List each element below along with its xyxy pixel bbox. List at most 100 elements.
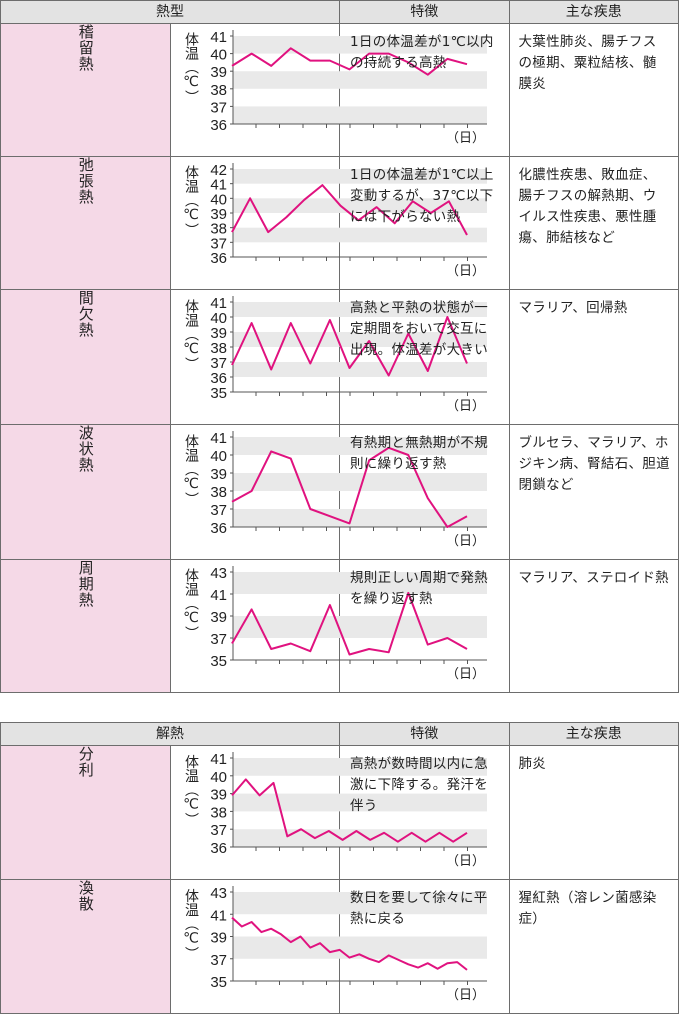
x-axis-unit: （日）	[445, 131, 484, 146]
y-tick-label: 36	[210, 370, 227, 387]
y-axis-label: 体温（℃）	[183, 434, 199, 506]
y-axis-label: 体温（℃）	[183, 568, 199, 640]
y-tick-label: 37	[210, 822, 227, 839]
y-tick-label: 41	[210, 751, 227, 768]
grid-band	[232, 758, 487, 776]
temperature-line	[231, 446, 467, 528]
table-row: 分利 41 40 39 38 37 36 体温（℃） （日） 高熱が数時間以内に急激に下降する…	[0, 745, 679, 880]
x-axis-unit: （日）	[445, 988, 484, 1003]
y-tick-label: 36	[210, 117, 227, 134]
grid-band	[232, 892, 487, 915]
y-tick-label: 40	[210, 47, 227, 64]
y-tick-label: 41	[210, 907, 227, 924]
temperature-line	[230, 778, 468, 843]
y-tick-label: 36	[210, 840, 227, 857]
y-tick-label: 41	[210, 29, 227, 46]
y-tick-label: 39	[210, 325, 227, 342]
grid-band	[232, 829, 487, 847]
y-tick-label: 37	[210, 631, 227, 648]
grid-band	[232, 793, 487, 812]
grid-band	[232, 509, 487, 527]
grid-band	[232, 302, 487, 317]
y-tick-label: 38	[210, 340, 227, 357]
y-tick-label: 40	[210, 769, 227, 786]
x-axis-unit: （日）	[445, 534, 484, 549]
y-tick-label: 39	[210, 206, 227, 223]
grid-band	[232, 71, 487, 89]
table-row: 周期熱 43 41 39 37 35 体温（℃） （日） 規則正しい周期で発熱を繰り返す熱 …	[0, 559, 679, 693]
y-tick-label: 41	[210, 295, 227, 312]
y-tick-label: 41	[210, 430, 227, 447]
y-tick-label: 37	[210, 235, 227, 252]
row-label: 渙散	[0, 879, 171, 1014]
table-row: 稽留熱 41 40 39 38 37 36 体温（℃） （日） 1日の体温差が1℃以内の持続す…	[0, 23, 679, 157]
y-tick-label: 36	[210, 250, 227, 267]
y-tick-label: 37	[210, 502, 227, 519]
row-label: 稽留熱	[0, 23, 171, 157]
disease-cell: 大葉性肺炎、腸チフスの極期、粟粒結核、髄膜炎	[508, 23, 679, 157]
header-diseases: 主な疾患	[508, 0, 679, 24]
grid-band	[232, 437, 487, 455]
temperature-line	[230, 916, 468, 971]
disease-cell: 猩紅熱（溶レン菌感染症）	[508, 879, 679, 1014]
y-tick-label: 39	[210, 609, 227, 626]
temperature-chart: 42 41 40 39 38 37 36 体温（℃） （日）	[169, 156, 487, 290]
y-tick-label: 38	[210, 82, 227, 99]
grid-band	[232, 572, 487, 594]
y-tick-label: 43	[210, 565, 227, 582]
header-feature: 特徴	[339, 722, 510, 746]
x-axis-unit: （日）	[445, 264, 484, 279]
y-tick-label: 39	[210, 466, 227, 483]
y-tick-label: 41	[210, 177, 227, 194]
x-axis-unit: （日）	[445, 854, 484, 869]
y-tick-label: 42	[210, 162, 227, 179]
row-label: 波状熱	[0, 424, 171, 560]
disease-cell: マラリア、ステロイド熱	[508, 559, 679, 693]
temperature-chart: 41 40 39 38 37 36 35 体温（℃） （日）	[169, 289, 487, 425]
disease-cell: ブルセラ、マラリア、ホジキン病、腎結石、胆道閉鎖など	[508, 424, 679, 560]
table-row: 波状熱 41 40 39 38 37 36 体温（℃） （日） 有熱期と無熱期が不規則に繰り返…	[0, 424, 679, 560]
y-tick-label: 38	[210, 804, 227, 821]
fever-chart: 43 41 39 37 35 体温（℃） （日）	[183, 885, 487, 1003]
y-tick-label: 38	[210, 221, 227, 238]
header-row: 熱型 特徴 主な疾患	[0, 0, 679, 24]
temperature-chart: 41 40 39 38 37 36 体温（℃） （日）	[169, 745, 487, 880]
grid-band	[232, 106, 487, 124]
disease-cell: マラリア、回帰熱	[508, 289, 679, 425]
header-feature: 特徴	[339, 0, 510, 24]
grid-band	[232, 227, 487, 243]
temperature-line	[230, 591, 467, 656]
disease-cell: 肺炎	[508, 745, 679, 880]
row-label: 周期熱	[0, 559, 171, 693]
y-tick-label: 40	[210, 448, 227, 465]
y-tick-label: 37	[210, 99, 227, 116]
fever-type-table: 熱型 特徴 主な疾患 稽留熱 41 40 39 38 37 36 体温（℃） （日） 1日の体…	[0, 0, 679, 693]
header-defervescence: 解熱	[0, 722, 340, 746]
fever-chart: 43 41 39 37 35 体温（℃） （日）	[183, 565, 487, 682]
grid-band	[232, 936, 487, 959]
y-axis-label: 体温（℃）	[183, 299, 199, 371]
y-tick-label: 39	[210, 787, 227, 804]
x-axis-unit: （日）	[445, 667, 484, 682]
y-tick-label: 37	[210, 355, 227, 372]
y-axis-label: 体温（℃）	[183, 755, 199, 827]
disease-cell: 化膿性疾患、敗血症、腸チフスの解熱期、ウイルス性疾患、悪性腫瘍、肺結核など	[508, 156, 679, 290]
y-tick-label: 36	[210, 520, 227, 537]
header-row: 解熱 特徴 主な疾患	[0, 722, 679, 746]
row-label: 間欠熱	[0, 289, 171, 425]
temperature-chart: 41 40 39 38 37 36 体温（℃） （日）	[169, 23, 487, 157]
y-axis-label: 体温（℃）	[183, 889, 199, 961]
y-tick-label: 41	[210, 587, 227, 604]
feature-cell: 高熱と平熱の状態が一定期間をおいて交互に出現。体温差が大きい	[339, 289, 510, 425]
y-tick-label: 38	[210, 484, 227, 501]
feature-cell: 高熱が数時間以内に急激に下降する。発汗を伴う	[339, 745, 510, 880]
y-tick-label: 40	[210, 191, 227, 208]
table-row: 間欠熱 41 40 39 38 37 36 35 体温（℃） （日） 高熱と平熱の状態が一定期間…	[0, 289, 679, 425]
grid-band	[232, 362, 487, 377]
feature-cell: 1日の体温差が1℃以上変動するが、37℃以下には下がらない熱	[339, 156, 510, 290]
defervescence-table: 解熱 特徴 主な疾患 分利 41 40 39 38 37 36 体温（℃） （日） 高熱が数時…	[0, 722, 679, 1014]
header-diseases: 主な疾患	[508, 722, 679, 746]
